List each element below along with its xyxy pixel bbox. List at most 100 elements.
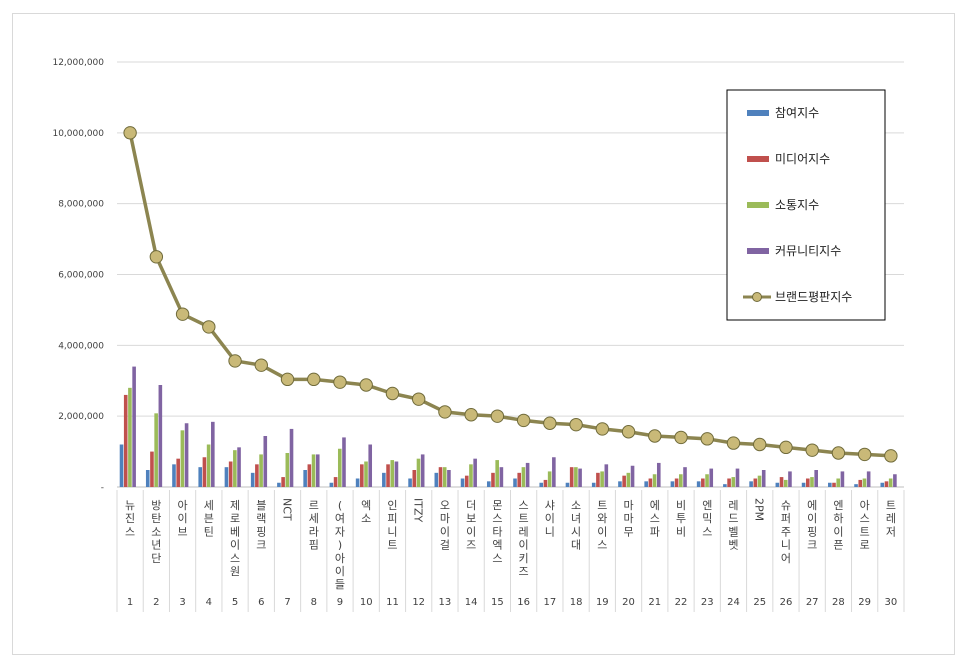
category-label: ITZY <box>412 498 425 522</box>
bar-커뮤니티지수 <box>683 467 687 487</box>
rank-number: 21 <box>648 597 661 608</box>
bar-참여지수 <box>723 484 727 487</box>
bar-커뮤니티지수 <box>237 447 241 487</box>
bar-커뮤니티지수 <box>342 437 346 487</box>
bar-미디어지수 <box>360 464 364 487</box>
bar-미디어지수 <box>412 470 417 487</box>
bar-커뮤니티지수 <box>814 470 818 487</box>
reputation-point <box>884 449 898 463</box>
rank-number: 22 <box>675 597 688 608</box>
rank-number: 26 <box>780 597 793 608</box>
reputation-point <box>411 392 426 406</box>
bar-미디어지수 <box>543 479 548 487</box>
rank-number: 6 <box>258 597 264 608</box>
y-tick-label: 10,000,000 <box>52 129 104 139</box>
bar-커뮤니티지수 <box>893 474 897 487</box>
bar-소통지수 <box>626 472 631 487</box>
bar-미디어지수 <box>674 478 679 487</box>
reputation-point <box>831 446 846 460</box>
bar-참여지수 <box>618 481 622 487</box>
bar-참여지수 <box>434 472 439 487</box>
bar-참여지수 <box>224 467 229 487</box>
bar-소통지수 <box>836 478 841 487</box>
bar-커뮤니티지수 <box>761 470 766 487</box>
y-tick-label: 2,000,000 <box>58 412 104 422</box>
bar-미디어지수 <box>176 458 180 487</box>
bar-커뮤니티지수 <box>604 464 609 487</box>
bar-소통지수 <box>731 477 736 487</box>
reputation-point <box>202 320 216 334</box>
bar-커뮤니티지수 <box>289 428 294 487</box>
bar-참여지수 <box>696 481 701 487</box>
category-label: (여 자) 아 이 들 <box>335 499 345 591</box>
bar-미디어지수 <box>622 475 626 487</box>
legend-marker <box>752 292 762 302</box>
bar-소통지수 <box>888 478 893 487</box>
bar-커뮤니티지수 <box>578 468 582 487</box>
rank-number: 16 <box>517 597 530 608</box>
legend-label: 참여지수 <box>775 106 819 120</box>
reputation-point <box>805 443 819 457</box>
bar-미디어지수 <box>150 451 154 487</box>
category-label: 2PM <box>753 498 766 521</box>
rank-number: 13 <box>439 597 452 608</box>
bar-참여지수 <box>145 470 150 487</box>
bar-미디어지수 <box>858 479 863 487</box>
bar-미디어지수 <box>701 478 705 487</box>
legend-label: 커뮤니티지수 <box>775 244 841 258</box>
bar-소통지수 <box>495 460 499 487</box>
bar-커뮤니티지수 <box>473 458 477 487</box>
reputation-point <box>228 354 242 368</box>
bar-미디어지수 <box>491 472 495 487</box>
reputation-point <box>674 430 688 445</box>
y-tick-label: - <box>101 483 104 493</box>
bar-커뮤니티지수 <box>368 444 373 487</box>
rank-number: 17 <box>543 597 556 608</box>
y-tick-label: 6,000,000 <box>58 271 104 281</box>
rank-number: 25 <box>753 597 766 608</box>
legend-swatch-미디어지수 <box>747 156 769 162</box>
bar-참여지수 <box>355 478 360 487</box>
bar-미디어지수 <box>884 481 889 487</box>
bar-미디어지수 <box>753 478 758 487</box>
bar-참여지수 <box>250 472 255 487</box>
reputation-point <box>490 409 505 423</box>
bar-소통지수 <box>128 387 132 487</box>
reputation-point <box>726 436 741 450</box>
bar-참여지수 <box>828 482 832 487</box>
bar-소통지수 <box>206 444 211 487</box>
legend-label: 소통지수 <box>775 198 819 212</box>
bar-커뮤니티지수 <box>263 436 268 487</box>
bar-미디어지수 <box>805 478 810 487</box>
y-tick-label: 12,000,000 <box>52 58 104 68</box>
rank-number: 14 <box>465 597 478 608</box>
bar-소통지수 <box>180 430 185 487</box>
bar-커뮤니티지수 <box>184 423 189 487</box>
reputation-point <box>621 425 636 439</box>
bar-참여지수 <box>172 464 176 487</box>
bar-커뮤니티지수 <box>447 470 451 487</box>
bar-소통지수 <box>469 464 473 487</box>
bar-참여지수 <box>460 478 465 487</box>
reputation-point <box>149 250 164 264</box>
rank-number: 29 <box>858 597 871 608</box>
rank-number: 12 <box>412 597 425 608</box>
bar-소통지수 <box>521 467 526 487</box>
bar-커뮤니티지수 <box>630 465 635 487</box>
reputation-point <box>254 358 268 372</box>
bar-미디어지수 <box>464 475 469 487</box>
rank-number: 5 <box>232 597 238 608</box>
reputation-point <box>359 378 373 392</box>
bar-커뮤니티지수 <box>525 462 530 487</box>
